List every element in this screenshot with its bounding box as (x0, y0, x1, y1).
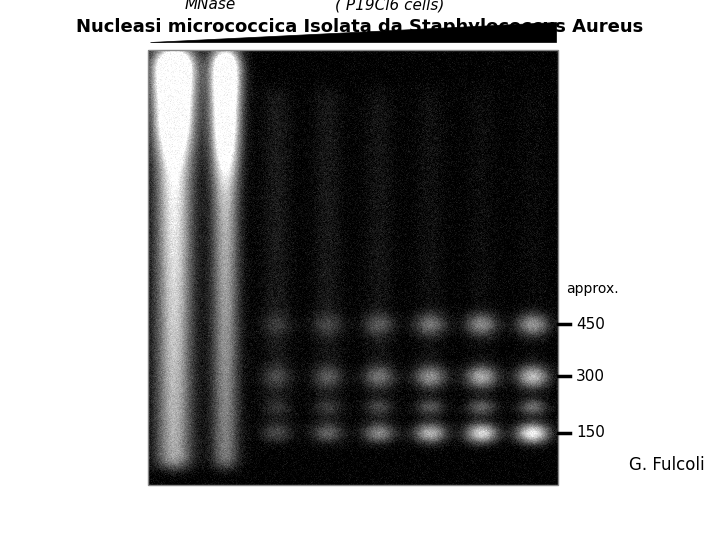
Text: 150: 150 (576, 426, 605, 440)
Bar (148, 50, 558, 485)
Text: 450: 450 (576, 316, 605, 332)
Text: MNase: MNase (184, 0, 235, 12)
Text: ( P19Cl6 cells): ( P19Cl6 cells) (336, 0, 445, 12)
Text: G. Fulcoli: G. Fulcoli (629, 456, 705, 474)
Text: Nucleasi micrococcica Isolata da Staphylococcus Aureus: Nucleasi micrococcica Isolata da Staphyl… (76, 18, 644, 36)
Text: 300: 300 (576, 369, 605, 384)
Polygon shape (150, 22, 556, 42)
Text: approx.: approx. (566, 282, 618, 296)
